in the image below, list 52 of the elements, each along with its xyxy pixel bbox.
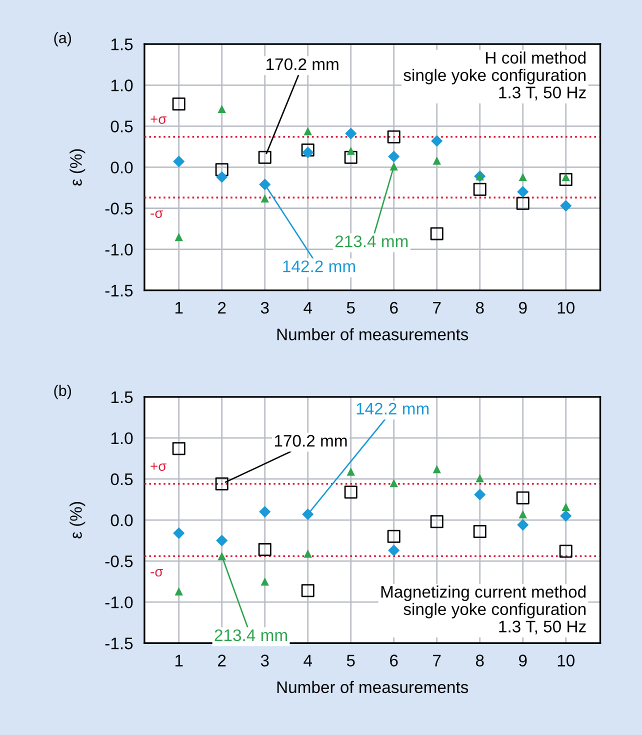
annotation: 170.2 mm [266,58,338,70]
x-tick-label: 10 [558,654,574,666]
x-tick-label: 8 [476,302,484,314]
x-tick-label: 5 [346,654,355,666]
ref-line-label: +σ [150,116,166,124]
y-tick-label: 1.0 [111,80,133,92]
annotation: 213.4 mm [335,235,408,248]
x-tick-label: 10 [558,302,574,314]
y-axis-title: ε (%) [70,502,86,538]
y-tick-label: 0.5 [110,473,133,486]
y-tick-label: 1.5 [111,391,133,404]
x-tick-label: 3 [260,302,269,314]
annotation: Magnetizing current method single yoke configuration 1.3 T, 50 Hz [381,586,586,634]
annotation: 142.2 mm [356,402,429,414]
x-tick-label: 1 [175,302,183,314]
y-tick-label: -1.0 [105,244,133,256]
ref-line-label: +σ [150,462,166,471]
y-tick-label: 0.5 [110,120,133,132]
annotation: H coil method single yoke configuration 1.3 T, 50 Hz [404,51,586,100]
y-tick-label: -0.5 [105,202,133,214]
y-tick-label: 0.0 [110,514,133,526]
x-tick-label: 4 [304,302,312,314]
x-tick-label: 3 [260,654,269,666]
y-tick-label: -0.5 [105,555,133,568]
y-tick-label: -1.0 [105,596,133,608]
x-tick-label: 1 [175,654,183,666]
y-tick-label: 0.0 [110,162,133,174]
x-tick-label: 9 [519,654,527,666]
y-tick-label: -1.5 [105,284,133,297]
x-tick-label: 7 [433,302,441,314]
y-axis-title: ε (%) [70,149,86,186]
chart-title: (a) [54,32,72,46]
y-tick-label: -1.5 [105,638,133,650]
x-tick-label: 5 [346,302,355,314]
y-tick-label: 1.5 [111,38,133,50]
annotation: 142.2 mm [283,260,355,272]
x-tick-label: 6 [390,302,398,314]
x-tick-label: 2 [218,654,226,666]
y-tick-label: 1.0 [111,432,133,444]
chart-title: (b) [54,384,72,400]
x-tick-label: 2 [218,302,226,314]
ref-line-label: -σ [150,569,163,577]
x-axis-title: Number of measurements [277,680,468,694]
x-tick-label: 9 [519,302,527,314]
annotation: 213.4 mm [214,629,287,642]
annotation: 170.2 mm [274,434,347,447]
x-tick-label: 7 [433,654,441,666]
x-axis-title: Number of measurements [277,328,468,340]
ref-line-label: -σ [150,210,163,218]
x-tick-label: 8 [476,654,484,666]
x-tick-label: 6 [390,654,398,666]
x-tick-label: 4 [304,654,312,666]
